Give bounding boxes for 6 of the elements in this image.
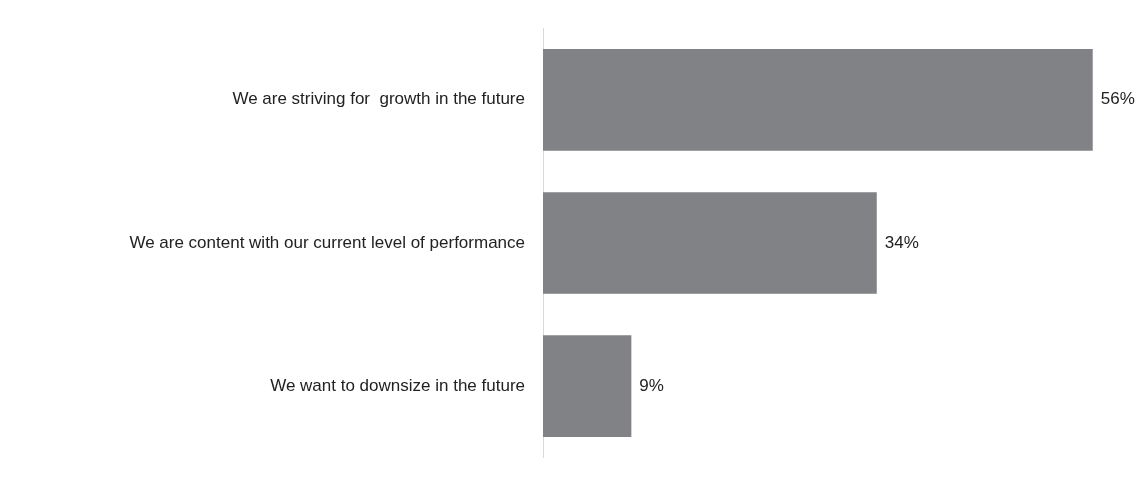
data-label: 56% [1100, 89, 1135, 109]
y-tick-label: We are content with our current level of performance [129, 232, 525, 252]
data-label: 9% [639, 375, 664, 395]
y-tick-label: We are striving for growth in the future [232, 89, 525, 109]
y-tick-label: We want to downsize in the future [270, 375, 525, 395]
data-label: 34% [884, 232, 919, 252]
